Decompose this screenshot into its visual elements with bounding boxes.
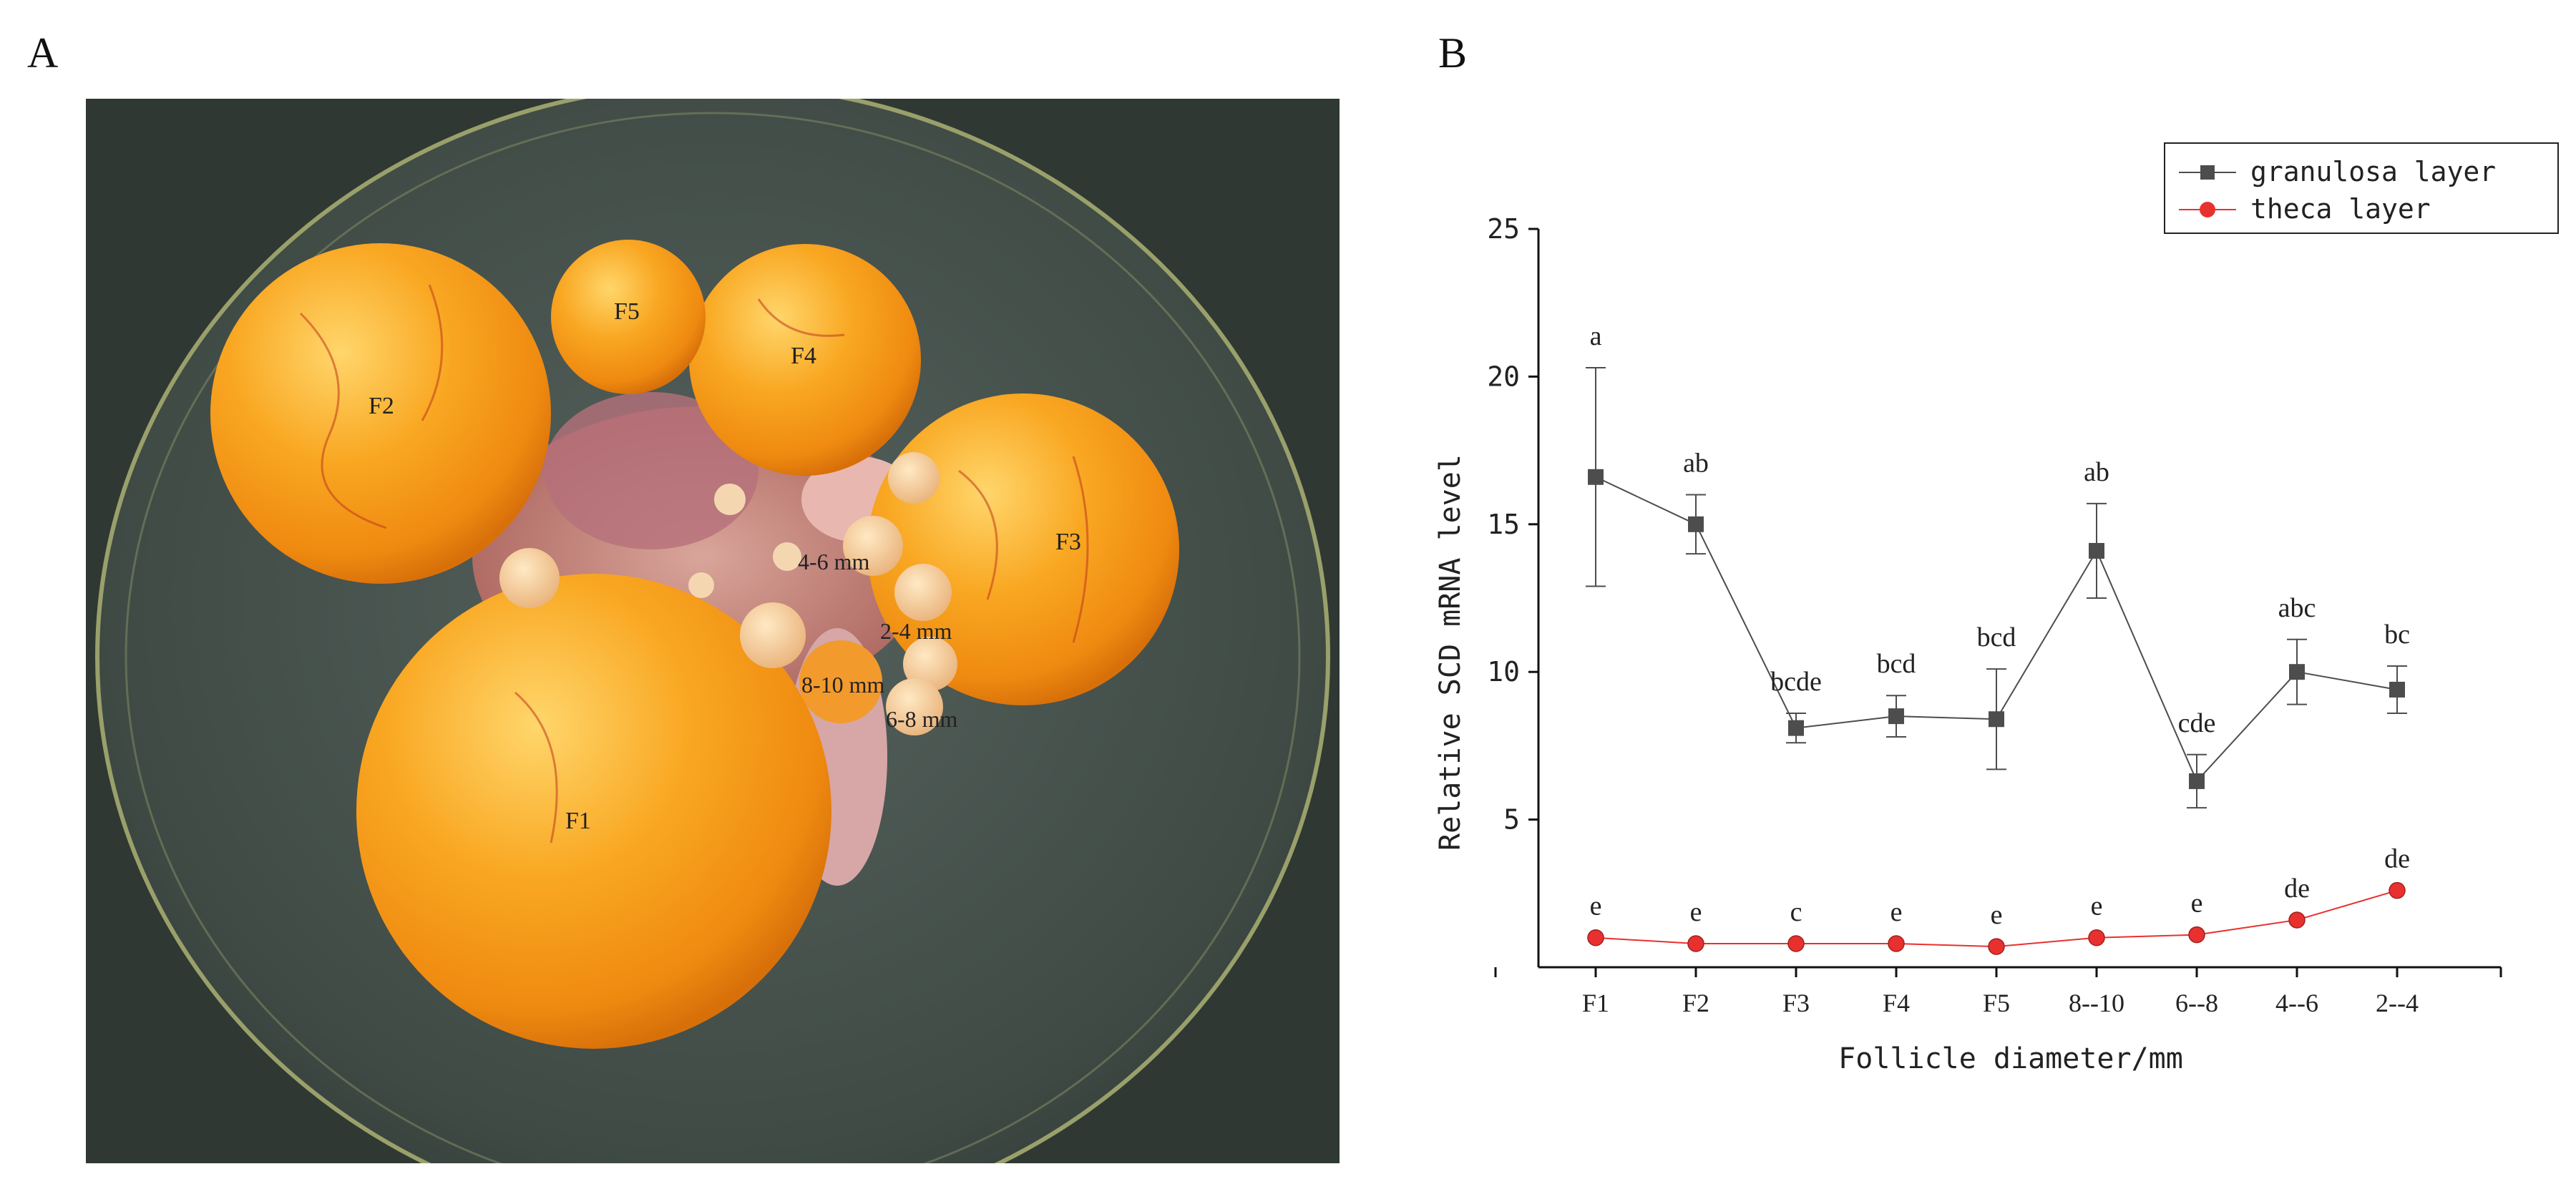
x-tick-label: F5 bbox=[1983, 989, 2010, 1017]
data-point bbox=[1587, 929, 1604, 946]
x-tick-label: 6--8 bbox=[2175, 989, 2218, 1017]
data-point bbox=[1988, 938, 2005, 955]
x-tick-label: F3 bbox=[1782, 989, 1810, 1017]
data-point bbox=[1989, 711, 2004, 728]
significance-letter: e bbox=[1991, 900, 2003, 930]
size-label-4-6mm: 4-6 mm bbox=[798, 549, 870, 574]
data-point bbox=[1888, 935, 1905, 952]
panel-a-label: A bbox=[27, 29, 59, 77]
significance-letter: a bbox=[1590, 321, 1602, 351]
data-point bbox=[1787, 935, 1805, 952]
legend-marker-granulosa bbox=[2200, 165, 2215, 180]
y-tick-label: 15 bbox=[1487, 509, 1520, 540]
significance-letter: ab bbox=[2084, 457, 2109, 487]
y-tick-label: 10 bbox=[1487, 656, 1520, 688]
significance-letter: bc bbox=[2384, 620, 2410, 650]
significance-letter: e bbox=[2091, 891, 2103, 921]
data-point bbox=[1687, 935, 1704, 952]
data-point bbox=[2288, 911, 2306, 929]
chart-series: a ab bcde bcd bcd ab cde abc bc e e c e e e e de de bbox=[1586, 321, 2410, 955]
follicle-label-f1: F1 bbox=[565, 808, 591, 834]
series-theca: e e c e e e e de de bbox=[1587, 844, 2410, 955]
legend-marker-theca bbox=[2200, 202, 2215, 217]
legend-box bbox=[2164, 142, 2559, 234]
data-point bbox=[1688, 516, 1704, 532]
data-point bbox=[2188, 926, 2205, 944]
y-tick-label: 20 bbox=[1487, 361, 1520, 392]
chart-axes: 5 10 15 20 25 F1 F2 F3 F4 F5 8--10 6--8 4--6 2--4 bbox=[1487, 213, 2502, 1017]
data-point bbox=[1888, 708, 1904, 725]
series-granulosa: a ab bcde bcd bcd ab cde abc bc bbox=[1586, 321, 2410, 809]
follicle-label-f3: F3 bbox=[1055, 529, 1081, 555]
follicle-label-f2: F2 bbox=[369, 393, 394, 419]
significance-letter: c bbox=[1790, 897, 1802, 927]
x-axis-label: Follicle diameter/mm bbox=[1838, 1042, 2183, 1075]
significance-letter: e bbox=[2191, 889, 2203, 919]
significance-letter: bcd bbox=[1877, 649, 1916, 679]
size-label-8-10mm: 8-10 mm bbox=[801, 672, 885, 698]
follicle-photo: F2 F3 F4 F5 F1 4-6 mm 2-4 mm 8-10 mm 6-8… bbox=[86, 99, 1340, 1163]
follicle-label-f5: F5 bbox=[614, 298, 640, 325]
y-axis-label: Relative SCD mRNA level bbox=[1434, 454, 1467, 851]
legend-label-granulosa: granulosa layer bbox=[2250, 156, 2496, 187]
significance-letter: bcd bbox=[1977, 622, 2016, 652]
y-tick-label: 5 bbox=[1503, 804, 1520, 836]
x-tick-label: F4 bbox=[1883, 989, 1910, 1017]
x-tick-label: 2--4 bbox=[2376, 989, 2419, 1017]
x-tick-label: 8--10 bbox=[2069, 989, 2124, 1017]
significance-letter: e bbox=[1690, 897, 1702, 927]
size-label-2-4mm: 2-4 mm bbox=[880, 618, 952, 644]
x-tick-label: F2 bbox=[1682, 989, 1709, 1017]
data-point bbox=[2088, 929, 2105, 946]
data-point bbox=[1788, 720, 1804, 736]
data-point bbox=[2389, 681, 2405, 698]
size-label-6-8mm: 6-8 mm bbox=[886, 706, 958, 732]
legend-label-theca: theca layer bbox=[2250, 193, 2431, 225]
data-point bbox=[2189, 773, 2205, 789]
data-point bbox=[1588, 469, 1604, 485]
significance-letter: e bbox=[1590, 891, 1602, 921]
data-point bbox=[2389, 881, 2406, 899]
significance-letter: abc bbox=[2278, 593, 2316, 623]
follicle-label-f4: F4 bbox=[791, 343, 816, 369]
x-tick-label: F1 bbox=[1582, 989, 1609, 1017]
scd-expression-chart: 5 10 15 20 25 F1 F2 F3 F4 F5 8--10 6--8 4--6 2--4 a ab… bbox=[1434, 142, 2559, 1075]
significance-letter: bcde bbox=[1770, 667, 1822, 697]
data-point bbox=[2089, 542, 2104, 559]
panel-b-label: B bbox=[1438, 29, 1468, 77]
significance-letter: cde bbox=[2178, 708, 2216, 738]
x-tick-label: 4--6 bbox=[2275, 989, 2318, 1017]
significance-letter: ab bbox=[1683, 449, 1709, 479]
chart-legend: granulosa layer theca layer bbox=[2164, 142, 2559, 234]
significance-letter: e bbox=[1890, 897, 1903, 927]
significance-letter: de bbox=[2284, 874, 2310, 904]
data-point bbox=[2289, 664, 2305, 680]
significance-letter: de bbox=[2384, 844, 2410, 874]
y-tick-label: 25 bbox=[1487, 213, 1520, 245]
